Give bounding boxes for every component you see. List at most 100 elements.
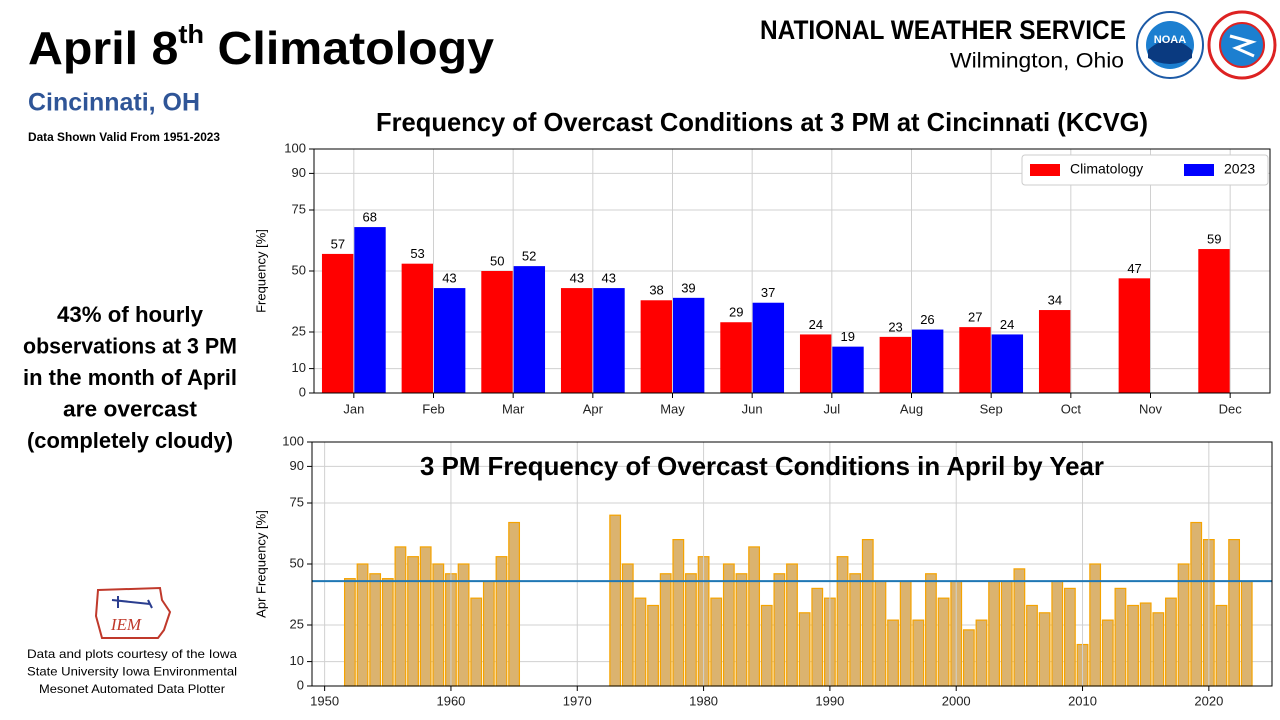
data-label: 23 [888, 319, 902, 334]
chart-title: Frequency of Overcast Conditions at 3 PM… [376, 107, 1148, 137]
y-axis-label: Frequency [%] [253, 229, 268, 313]
data-label: 68 [363, 210, 377, 225]
note-line: observations at 3 PM [23, 333, 237, 358]
bar [912, 619, 925, 687]
plot: 0 10 25 50 75 90 100 Frequency [%] 57 68 53 43 50 52 4… [253, 107, 1271, 416]
bar [1013, 568, 1026, 687]
y-tick-label: 50 [290, 555, 304, 570]
title-part: April 8 [28, 22, 178, 74]
legend-swatch [1030, 164, 1060, 176]
bar [356, 563, 369, 687]
bar [991, 334, 1024, 393]
bar [481, 271, 514, 393]
bar [1000, 580, 1013, 687]
x-tick-label: Jan [343, 401, 364, 416]
bar [1228, 538, 1241, 687]
iem-text: IEM [110, 615, 142, 634]
bar [899, 580, 912, 687]
x-tick-label: 1960 [436, 693, 465, 708]
bar [710, 597, 723, 687]
credit-line: Data and plots courtesy of the Iowa [27, 647, 237, 661]
data-label: 38 [649, 283, 663, 298]
bar [381, 578, 394, 687]
x-tick-label: May [660, 401, 685, 416]
y-tick-label: 10 [290, 653, 304, 668]
data-label: 53 [410, 246, 424, 261]
bar [959, 327, 992, 393]
noaa-text: NOAA [1154, 34, 1186, 46]
bar [1101, 619, 1114, 687]
legend-label: Climatology [1070, 161, 1143, 177]
bar [786, 563, 798, 687]
bar [720, 322, 753, 393]
y-tick-label: 50 [292, 262, 306, 277]
y-tick-label: 75 [292, 201, 306, 216]
bar [836, 556, 849, 687]
bar [879, 336, 912, 393]
bar [685, 573, 697, 687]
bar [1198, 249, 1231, 393]
data-label: 34 [1048, 292, 1062, 307]
data-label: 57 [331, 236, 345, 251]
bar [353, 227, 386, 393]
validity: Data Shown Valid From 1951-2023 [28, 130, 220, 144]
data-label: 43 [442, 271, 456, 286]
bar [560, 288, 593, 393]
bar [343, 578, 356, 687]
y-tick-label: 25 [292, 323, 306, 338]
bar [975, 619, 988, 687]
bar [401, 263, 434, 393]
bar [1127, 604, 1139, 687]
data-label: 29 [729, 305, 743, 320]
bar [831, 346, 864, 393]
note-line: (completely cloudy) [27, 428, 233, 453]
bar [394, 546, 407, 687]
bar [861, 538, 874, 687]
bar [874, 580, 887, 687]
bar [811, 587, 824, 687]
bar [592, 288, 625, 393]
bar [1089, 563, 1102, 687]
title-sup: th [178, 19, 204, 49]
y-axis-label: Apr Frequency [%] [253, 510, 268, 618]
y-tick-label: 0 [297, 677, 304, 692]
y-tick-label: 100 [284, 140, 306, 155]
bar [1215, 604, 1228, 687]
bar [513, 266, 546, 393]
bar [1190, 521, 1203, 687]
bar [760, 604, 773, 687]
bar [911, 329, 944, 393]
bar [887, 619, 899, 687]
bar [722, 563, 735, 687]
data-label: 37 [761, 285, 775, 300]
office: Wilmington, Ohio [950, 50, 1124, 73]
x-tick-label: Nov [1139, 401, 1163, 416]
bar [495, 556, 508, 687]
bar [937, 597, 950, 687]
y-tick-label: 100 [282, 433, 304, 448]
data-label: 24 [809, 317, 823, 332]
bar [634, 597, 647, 687]
bar [482, 580, 495, 687]
data-label: 24 [1000, 317, 1014, 332]
data-label: 47 [1127, 261, 1141, 276]
x-tick-label: 2000 [942, 693, 971, 708]
y-tick-label: 90 [290, 458, 304, 473]
bar [1026, 604, 1038, 687]
bar [773, 573, 786, 687]
legend-frame [1021, 154, 1269, 186]
bar [1152, 612, 1165, 687]
note-line: in the month of April [23, 365, 237, 390]
x-tick-label: Oct [1061, 401, 1082, 416]
data-label: 52 [522, 249, 536, 264]
bar [735, 573, 748, 687]
plot-frame [313, 148, 1271, 394]
y-tick-label: 0 [299, 384, 306, 399]
bar [419, 546, 432, 687]
bar [508, 521, 521, 687]
bar [609, 514, 622, 687]
data-label: 43 [602, 271, 616, 286]
bar [621, 563, 634, 687]
